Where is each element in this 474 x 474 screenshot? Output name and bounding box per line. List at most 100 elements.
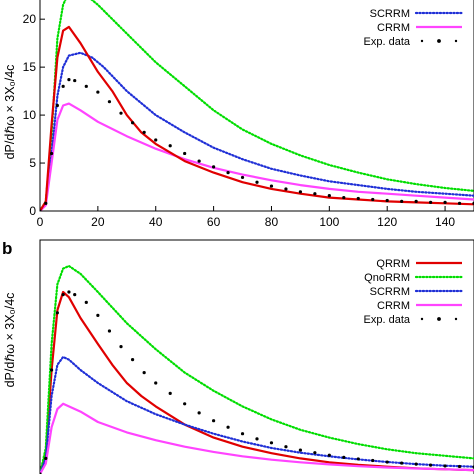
x-tick-label-100: 100 [319,215,339,229]
panel-b-series-exp-data-point [130,358,135,362]
y-tick-label-5: 5 [29,156,36,170]
panel-a-series-exp-data-point [414,199,418,204]
panel-b-series-exp-data-point [240,432,245,436]
panel-b-series-qrrm-line [40,290,474,474]
panel-b-series-exp-data-point [385,460,389,464]
panel-a-series-exp-data-point [327,194,331,198]
legend-label-crrm: CRRM [377,22,410,34]
panel-b-series-exp-data-point [342,455,346,459]
panel-a-series-exp-data-point [119,111,123,115]
panel-b-series-qnorrm-line [40,264,474,474]
legend-label-qrrm: QRRM [376,258,410,270]
panel-a-series-exp-data-point [269,184,274,188]
x-tick-label-80: 80 [265,215,279,229]
legend-label-scrrm: SCRRM [370,286,410,298]
panel-b-plot-frame [39,239,474,474]
panel-b-legend: QRRM QnoRRM SCRRM CRRM Exp. data [364,258,464,326]
panel-b-series-exp-data-point [457,464,462,469]
x-tick-label-120: 120 [377,215,397,229]
panel-a-series-exp-data-point [400,199,404,204]
panel-b-series-exp-data-point [119,345,123,349]
panel-b-series-scrrm-line [40,355,474,474]
y-tick-label-15: 15 [23,60,37,74]
panel-b-series-exp-data-point [61,293,65,297]
panel-a-series-exp-data-point [61,84,65,88]
panel-a-series-crrm-line [40,102,474,211]
panel-a-series-exp-data-point [142,130,146,134]
panel-a-series-exp-data-point [429,200,433,204]
x-tick-label-60: 60 [207,215,221,229]
panel-b-series-exp-data-point [313,451,317,455]
panel-a-series-exp-data-point [84,84,88,88]
legend-label-scrrm: SCRRM [370,8,410,20]
panel-a-series-exp-data-point [96,90,100,94]
panel-a-axes: 0 5 10 15 20 0 20 40 60 80 100 120 140 [23,12,456,229]
panel-b-series-exp-data-point [154,381,158,385]
panel-a-series-scrrm-line [40,51,474,211]
panel-b-series-crrm-line [40,402,474,474]
legend-label-qnorrm: QnoRRM [364,272,410,284]
panel-a-series-exp-data-point [457,201,462,205]
panel-a-series-exp-data-point [130,121,135,125]
panel-b-series-exp-data-point [443,464,447,468]
panel-a-series-exp-data-point [284,187,288,191]
panel-a-series-exp-data-point [212,165,216,169]
legend-swatch-exp-data [420,39,424,43]
legend-swatch-exp-data [454,39,458,43]
panel-a-series-exp-data-point [154,138,158,142]
panel-b-series-exp-data-point [429,463,433,467]
panel-b: b dP/dℏω × 3X₀/4c QRRM QnoRRM SCRRM CRRM Exp… [2,239,474,474]
panel-b-series-exp-data-point [44,456,48,460]
legend-swatch-exp-data [420,317,424,321]
panel-a-series-exp-data-point [183,151,187,156]
panel-b-series-exp-data-point [55,311,59,315]
panel-a-series-exp-data-point [356,196,360,201]
x-tick-label-20: 20 [91,215,105,229]
panel-b-series-exp-data-point [73,293,77,297]
panel-a-series-exp-data-point [49,151,54,156]
panel-b-series-exp-data-point [269,441,274,445]
panel-b-series-exp-data-point [298,448,302,452]
panel-a-series-exp-data-point [73,78,77,83]
panel-b-series-exp-data-point [142,371,146,375]
panel-a-series-exp-data-point [342,195,346,200]
panel-b-label: b [2,239,12,258]
panel-a-series-exp-data-point [197,159,201,163]
panel-a-series-exp-data-point [371,197,375,202]
panel-a-series-exp-data-point [55,103,59,108]
panel-a-series-unlabeled-3-line [40,25,474,211]
legend-label-crrm: CRRM [377,300,410,312]
panel-b-series [40,264,474,474]
x-tick-label-140: 140 [435,215,455,229]
panel-a-series-unlabeled-0-line [40,0,474,211]
panel-b-series-exp-data-point [255,437,259,441]
panel-a-series [40,0,474,211]
panel-b-series-exp-data-point [327,453,331,457]
x-tick-label-40: 40 [149,215,163,229]
panel-a-series-exp-data-point [385,198,389,203]
y-tick-label-10: 10 [23,108,37,122]
panel-b-series-exp-data-point [356,457,360,461]
panel-a-plot-frame [39,0,474,212]
panel-a-series-exp-data-point [40,209,42,211]
panel-b-series-exp-data-point [414,462,418,466]
panel-b-series-exp-data-point [84,300,88,304]
panel-b-series-exp-data-point [400,461,404,465]
y-tick-label-0: 0 [29,204,36,218]
legend-swatch-exp-data [437,39,441,43]
panel-b-series-exp-data-point [107,329,112,333]
panel-b-series-exp-data-point [183,402,187,406]
panel-a-series-exp-data-point [107,100,112,104]
panel-b-series-exp-data-point [168,391,172,395]
legend-swatch-exp-data [454,317,458,321]
panel-b-series-exp-data-point [197,411,201,415]
panel-b-y-axis-label: dP/dℏω × 3X₀/4c [3,293,17,388]
panel-a-series-exp-data-point [255,180,259,184]
panel-b-series-exp-data-point [67,290,71,294]
panel-a-series-exp-data-point [168,144,172,148]
panel-a-series-exp-data-point [443,200,447,204]
panel-a-y-axis-label: dP/dℏω × 3X₀/4c [3,65,17,160]
legend-swatch-exp-data [437,317,441,321]
panel-a-series-exp-data-point [298,190,302,194]
